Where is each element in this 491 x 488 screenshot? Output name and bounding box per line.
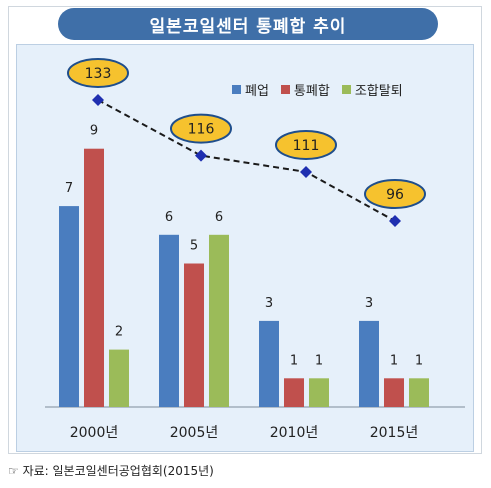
legend-label-closure: 폐업 bbox=[245, 84, 269, 99]
trend-bubble-2 bbox=[275, 129, 337, 160]
bar-merger-0 bbox=[84, 148, 104, 407]
data-label-1-1: 5 bbox=[190, 239, 198, 254]
legend-item-withdrawal: 조합탈퇴 bbox=[341, 80, 403, 99]
legend-item-closure: 폐업 bbox=[232, 80, 269, 99]
data-label-0-3: 3 bbox=[365, 296, 373, 311]
bar-withdrawal-3 bbox=[409, 378, 429, 407]
legend-label-withdrawal: 조합탈퇴 bbox=[354, 84, 403, 99]
data-label-1-0: 9 bbox=[90, 124, 98, 139]
bar-closure-1 bbox=[159, 234, 179, 407]
x-tick-label-2: 2010년 bbox=[270, 425, 319, 441]
trend-value-label-1: 116 bbox=[188, 122, 215, 138]
data-label-0-1: 6 bbox=[165, 210, 173, 225]
data-label-0-0: 7 bbox=[65, 181, 73, 196]
legend-swatch-closure bbox=[232, 85, 241, 94]
legend-swatch-merger bbox=[280, 85, 290, 94]
trend-marker-2 bbox=[300, 165, 312, 178]
x-tick-label-1: 2005년 bbox=[170, 425, 219, 441]
trend-bubble-0 bbox=[67, 58, 129, 88]
data-label-2-0: 2 bbox=[115, 325, 123, 340]
trend-value-label-0: 133 bbox=[85, 66, 112, 82]
trend-marker-3 bbox=[389, 215, 401, 227]
data-label-2-2: 1 bbox=[315, 353, 323, 368]
trend-value-label-3: 96 bbox=[386, 187, 404, 203]
trend-line bbox=[97, 99, 396, 222]
x-tick-label-0: 2000년 bbox=[70, 425, 119, 441]
trend-value-label-2: 111 bbox=[293, 138, 320, 154]
source-note: ☞ 자료: 일본코일센터공업협회(2015년) bbox=[8, 464, 214, 478]
bar-withdrawal-1 bbox=[209, 234, 229, 407]
legend-item-merger: 통폐합 bbox=[280, 80, 330, 99]
bar-withdrawal-0 bbox=[109, 349, 129, 407]
trend-bubble-3 bbox=[364, 179, 426, 209]
bar-closure-2 bbox=[259, 320, 279, 407]
data-label-1-2: 1 bbox=[290, 353, 298, 368]
bar-merger-3 bbox=[384, 378, 404, 407]
bar-merger-1 bbox=[184, 263, 204, 407]
data-label-2-1: 6 bbox=[215, 210, 223, 225]
data-label-0-2: 3 bbox=[265, 296, 273, 311]
trend-marker-1 bbox=[195, 149, 207, 162]
data-label-2-3: 1 bbox=[415, 353, 423, 368]
x-tick-label-3: 2015년 bbox=[370, 425, 419, 441]
chart-title: 일본코일센터 통폐합 추이 bbox=[58, 8, 438, 40]
legend-label-merger: 통폐합 bbox=[293, 84, 330, 99]
trend-bubble-1 bbox=[170, 113, 232, 144]
data-label-1-3: 1 bbox=[390, 353, 398, 368]
bar-withdrawal-2 bbox=[309, 378, 329, 407]
bar-merger-2 bbox=[284, 378, 304, 407]
legend: 폐업 통폐합 조합탈퇴 bbox=[232, 80, 403, 99]
bar-closure-3 bbox=[359, 320, 379, 407]
legend-swatch-withdrawal bbox=[341, 85, 351, 94]
trend-marker-0 bbox=[92, 94, 104, 106]
bar-closure-0 bbox=[59, 206, 79, 407]
